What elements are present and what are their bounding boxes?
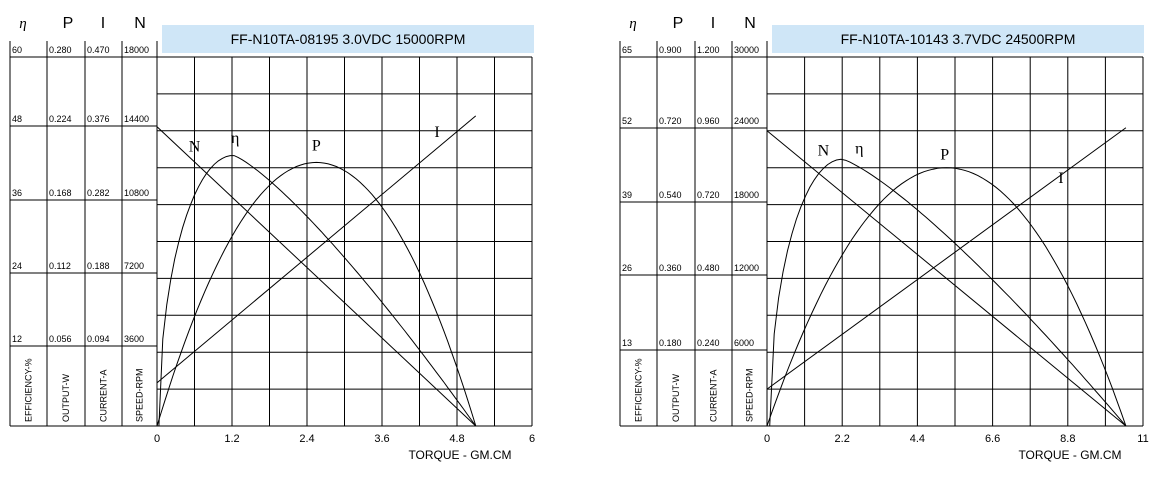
series-label: N bbox=[818, 142, 830, 159]
y-tick-label: 39 bbox=[622, 190, 632, 200]
y-tick-label: 0.240 bbox=[697, 338, 720, 348]
chart-title-background bbox=[772, 25, 1144, 53]
y-tick-label: 0.094 bbox=[87, 334, 110, 344]
series-label: P bbox=[940, 147, 949, 164]
y-tick-label: 0.900 bbox=[659, 45, 682, 55]
y-axis-unit-label: OUTPUT-W bbox=[671, 374, 681, 422]
y-tick-label: 0.282 bbox=[87, 188, 110, 198]
x-tick-label: 6.6 bbox=[985, 433, 1000, 445]
series-curve bbox=[156, 161, 477, 427]
series-curve bbox=[156, 126, 477, 427]
y-tick-label: 18000 bbox=[734, 190, 759, 200]
y-tick-label: 0.180 bbox=[659, 338, 682, 348]
y-tick-label: 48 bbox=[12, 114, 22, 124]
y-tick-label: 0.540 bbox=[659, 190, 682, 200]
column-header: N bbox=[744, 15, 756, 32]
y-tick-label: 13 bbox=[622, 338, 632, 348]
y-axis-unit-label: OUTPUT-W bbox=[61, 374, 71, 422]
y-tick-label: 0.188 bbox=[87, 261, 110, 271]
x-tick-label: 4.4 bbox=[910, 433, 925, 445]
series-curve bbox=[156, 115, 477, 384]
y-tick-label: 0.720 bbox=[697, 190, 720, 200]
y-tick-label: 12 bbox=[12, 334, 22, 344]
x-tick-label: 4.8 bbox=[449, 433, 464, 445]
y-tick-label: 24 bbox=[12, 261, 22, 271]
y-tick-label: 18000 bbox=[124, 45, 149, 55]
y-tick-label: 0.960 bbox=[697, 116, 720, 126]
column-header: P bbox=[63, 15, 74, 32]
x-tick-label: 8.8 bbox=[1060, 433, 1075, 445]
column-header: P bbox=[673, 15, 684, 32]
y-tick-label: 0.112 bbox=[49, 261, 71, 271]
x-tick-label: 1.2 bbox=[224, 433, 239, 445]
x-axis-label: TORQUE - GM.CM bbox=[408, 448, 511, 462]
column-header: η bbox=[19, 16, 26, 32]
y-tick-label: 0.056 bbox=[49, 334, 72, 344]
series-curve bbox=[769, 158, 1127, 427]
y-axis-unit-label: SPEED-RPM bbox=[745, 368, 755, 422]
y-tick-label: 0.376 bbox=[87, 114, 110, 124]
chart-title: FF-N10TA-10143 3.7VDC 24500RPM bbox=[841, 31, 1076, 47]
y-axis-unit-label: SPEED-RPM bbox=[135, 368, 145, 422]
x-tick-label: 3.6 bbox=[374, 433, 389, 445]
y-tick-label: 0.280 bbox=[49, 45, 72, 55]
y-tick-label: 0.224 bbox=[49, 114, 72, 124]
chart-1: η P I NFF-N10TA-08195 3.0VDC 15000RPM604836… bbox=[9, 15, 535, 462]
x-tick-label: 0 bbox=[764, 433, 770, 445]
y-tick-label: 0.168 bbox=[49, 188, 72, 198]
x-tick-label: 0 bbox=[154, 433, 160, 445]
y-axis-unit-label: CURRENT-A bbox=[709, 369, 719, 422]
y-tick-label: 6000 bbox=[734, 338, 754, 348]
chart-2: η P I N FF-N10TA-10143 3.7VDC 24500RPM 65 52 39… bbox=[619, 15, 1149, 462]
series-label: η bbox=[855, 141, 863, 158]
y-tick-label: 12000 bbox=[734, 263, 759, 273]
y-tick-label: 10800 bbox=[124, 188, 149, 198]
y-tick-label: 0.720 bbox=[659, 116, 682, 126]
y-tick-label: 3600 bbox=[124, 334, 144, 344]
y-tick-label: 1.200 bbox=[697, 45, 720, 55]
series-label: I bbox=[434, 124, 439, 141]
chart-title: FF-N10TA-08195 3.0VDC 15000RPM bbox=[231, 31, 466, 47]
series-label: I bbox=[1058, 170, 1063, 187]
series-label: P bbox=[312, 138, 321, 155]
y-axis-unit-label: EFFICIENCY-% bbox=[634, 358, 644, 422]
series-curve bbox=[766, 167, 1127, 427]
series-curve bbox=[766, 127, 1127, 390]
column-header: η bbox=[629, 16, 636, 32]
y-tick-label: 7200 bbox=[124, 261, 144, 271]
y-tick-label: 0.480 bbox=[697, 263, 720, 273]
x-tick-label: 2.4 bbox=[299, 433, 314, 445]
series-curve bbox=[766, 130, 1127, 427]
chart-title-background bbox=[162, 25, 534, 53]
y-tick-label: 24000 bbox=[734, 116, 759, 126]
x-tick-label: 6 bbox=[529, 433, 535, 445]
y-axis-unit-label: EFFICIENCY-% bbox=[24, 358, 34, 422]
y-tick-label: 65 bbox=[622, 45, 632, 55]
column-header: I bbox=[711, 15, 715, 32]
series-label: η bbox=[231, 130, 239, 147]
y-tick-label: 26 bbox=[622, 263, 632, 273]
y-tick-label: 60 bbox=[12, 45, 22, 55]
y-tick-label: 36 bbox=[12, 188, 22, 198]
y-tick-label: 30000 bbox=[734, 45, 759, 55]
column-header: N bbox=[134, 15, 146, 32]
series-label: N bbox=[189, 138, 201, 155]
x-tick-label: 11 bbox=[1137, 433, 1148, 445]
y-tick-label: 14400 bbox=[124, 114, 149, 124]
series-curve bbox=[158, 155, 477, 427]
y-tick-label: 0.360 bbox=[659, 263, 682, 273]
column-header: I bbox=[101, 15, 105, 32]
x-tick-label: 2.2 bbox=[835, 433, 850, 445]
x-axis-label: TORQUE - GM.CM bbox=[1018, 448, 1121, 462]
y-tick-label: 0.470 bbox=[87, 45, 110, 55]
y-axis-unit-label: CURRENT-A bbox=[99, 369, 109, 422]
y-tick-label: 52 bbox=[622, 116, 632, 126]
